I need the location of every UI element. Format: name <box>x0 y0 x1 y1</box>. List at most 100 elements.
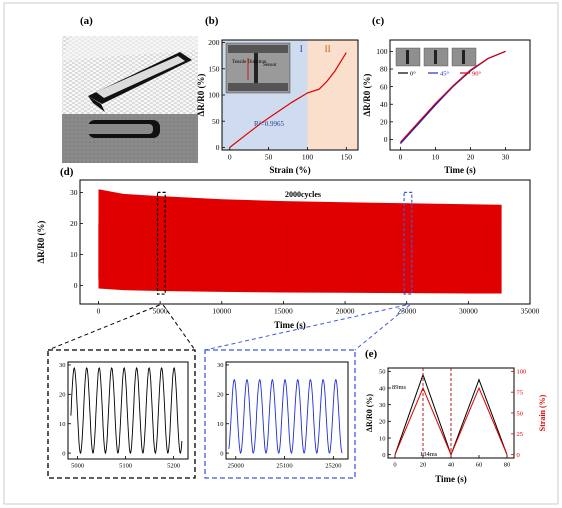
cycle-envelope-area <box>98 189 502 294</box>
y2-tick-label: 50 <box>517 410 524 417</box>
y-axis-label: ΔR/R0 (%) <box>365 394 374 432</box>
x-tick-label: 25000 <box>228 463 244 470</box>
zoom-window <box>403 191 413 295</box>
x-axis-label: Time (s) <box>274 320 306 330</box>
x-tick-label: 0 <box>228 153 232 162</box>
x-tick-label: 35000 <box>521 307 540 316</box>
y2-tick-label: 100 <box>517 369 527 376</box>
y-tick-label: 10 <box>217 421 224 428</box>
chart-c: 0 10 20 30 0 20 40 60 80 100 0° 45° 90° Time (s) ΔR/R0… <box>362 39 531 175</box>
y-tick-label: 100 <box>208 91 220 100</box>
cycle-line <box>70 366 183 455</box>
y-tick-label: 30 <box>70 188 78 197</box>
r2-annotation: R²=0.9965 <box>254 120 284 128</box>
panel-label-e: (e) <box>365 348 378 360</box>
zoom-connector <box>354 304 411 351</box>
x-tick-label: 60 <box>476 462 483 469</box>
region-label: I <box>300 44 303 54</box>
x-tick-label: 40 <box>448 462 455 469</box>
y-tick-label: 0 <box>382 452 385 459</box>
plot-frame <box>79 179 531 305</box>
zoom-window <box>156 191 166 295</box>
series-line <box>400 50 506 143</box>
zoom-connector <box>162 304 196 351</box>
y-tick-label: 20 <box>59 392 66 399</box>
region-label: II <box>325 44 331 54</box>
fabric-sensor-photo <box>62 36 198 163</box>
x-tick-label: 5000 <box>71 463 84 470</box>
inset-sensor <box>406 50 409 64</box>
plot-frame <box>389 39 531 151</box>
y2-tick-label: 25 <box>517 431 524 438</box>
x-tick-label: 100 <box>302 153 314 162</box>
y-tick-label: 20 <box>380 117 388 126</box>
x-tick-label: 30000 <box>459 307 478 316</box>
inset-clamp-bottom <box>228 83 288 91</box>
chart-e: 0 20 40 60 80 0 10 20 30 40 50 0 25 50 75 100 89ms 134ms T… <box>365 367 547 484</box>
y-tick-label: 50 <box>379 369 386 376</box>
response-annotation: 89ms <box>392 384 407 391</box>
panel-label-b: (b) <box>205 15 219 27</box>
chart-d-zoom-1: 5000 5100 5200 0 10 20 30 <box>59 361 189 470</box>
zoom-box-black <box>47 349 196 479</box>
zoom-box-blue <box>204 349 356 479</box>
legend-label: 90° <box>472 71 482 78</box>
chart-d-zoom-2: 25000 25100 25200 0 10 20 30 <box>217 361 349 470</box>
cycle-line <box>228 378 343 455</box>
y2-tick-label: 75 <box>517 389 524 396</box>
y-tick-label: 0 <box>74 281 78 290</box>
y-tick-label: 80 <box>380 65 388 74</box>
y-axis-label: ΔR/R0 (%) <box>36 221 46 264</box>
x-tick-label: 80 <box>504 462 511 469</box>
tensile-annotation: Tensile Direction <box>232 60 267 65</box>
panel-label-a: (a) <box>80 15 93 27</box>
x-tick-label: 0 <box>393 462 396 469</box>
recovery-annotation: 134ms <box>420 451 438 458</box>
y-tick-label: 50 <box>212 117 220 126</box>
y-tick-label: 200 <box>208 38 220 47</box>
inset-sensor-strip <box>254 53 258 83</box>
x-tick-label: 20 <box>420 462 427 469</box>
y-tick-label: 10 <box>59 421 66 428</box>
x-tick-label: 5100 <box>119 463 132 470</box>
x-axis-label: Strain (%) <box>269 165 310 175</box>
y-tick-label: 0 <box>384 135 388 144</box>
inset-sensor <box>434 50 437 64</box>
plot-frame <box>67 361 189 460</box>
y-tick-label: 0 <box>216 143 220 152</box>
x-axis-label: Time (s) <box>444 165 476 175</box>
x-tick-label: 150 <box>341 153 353 162</box>
x-tick-label: 20000 <box>336 307 355 316</box>
x-tick-label: 15000 <box>274 307 293 316</box>
inset-sensor <box>462 50 465 64</box>
series-line <box>229 52 347 148</box>
chart-d: 0 5000 10000 15000 20000 25000 30000 35000 0 10 20… <box>36 179 540 351</box>
y2-tick-label: 0 <box>517 452 520 459</box>
sensor-annotation: Sensor <box>263 63 277 68</box>
y-tick-label: 30 <box>59 362 66 369</box>
x-tick-label: 20 <box>467 153 475 162</box>
y-tick-label: 40 <box>380 100 388 109</box>
y-axis-label: Strain (%) <box>538 394 547 431</box>
x-tick-label: 50 <box>265 153 273 162</box>
x-tick-label: 5200 <box>167 463 180 470</box>
chart-title: 2000cycles <box>285 190 321 199</box>
x-tick-label: 25000 <box>397 307 416 316</box>
y-tick-label: 100 <box>376 47 388 56</box>
y-tick-label: 30 <box>217 362 224 369</box>
x-tick-label: 0 <box>97 307 101 316</box>
panel-label-c: (c) <box>372 15 385 27</box>
legend-label: 45° <box>440 71 450 78</box>
y-tick-label: 150 <box>208 64 220 73</box>
y-tick-label: 40 <box>379 385 386 392</box>
region-II <box>307 40 358 150</box>
x-tick-label: 0 <box>399 153 403 162</box>
zoom-connector <box>47 304 160 351</box>
y-axis-label: ΔR/R0 (%) <box>362 74 372 117</box>
y-axis-label: ΔR/R0 (%) <box>196 74 206 117</box>
plot-frame <box>225 361 349 460</box>
y-tick-label: 0 <box>220 450 223 457</box>
legend-label: 0° <box>410 71 416 78</box>
